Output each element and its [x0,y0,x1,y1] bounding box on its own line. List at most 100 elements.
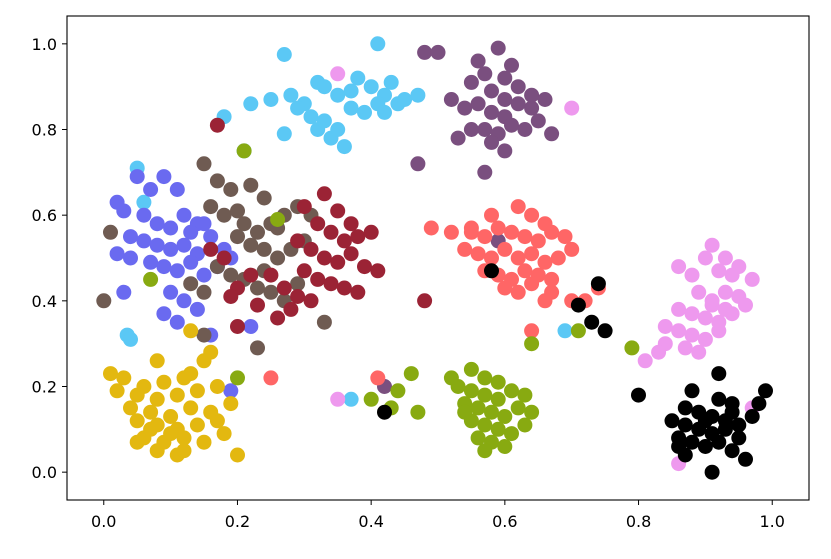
scatter-point [143,182,159,197]
scatter-point [357,104,372,120]
scatter-point [330,66,346,82]
scatter-point [263,92,279,107]
scatter-point [751,396,767,412]
scatter-point [176,430,192,446]
scatter-point [524,276,540,292]
scatter-point [176,293,192,309]
scatter-point [677,340,693,356]
scatter-point [477,164,493,180]
scatter-point [176,370,192,386]
scatter-point [263,370,279,386]
scatter-point [564,100,580,116]
x-axis: 0.0 0.2 0.4 0.6 0.8 1.0 [91,500,785,531]
scatter-point [524,246,540,262]
scatter-point [149,391,165,407]
scatter-point [490,391,506,407]
scatter-point [490,374,506,390]
scatter-point [149,237,165,253]
scatter-point [343,391,359,407]
scatter-point [363,79,379,95]
scatter-point [397,92,413,107]
scatter-point [704,464,720,480]
scatter-point [136,233,152,249]
scatter-point [717,301,733,317]
scatter-point [510,250,526,266]
scatter-point [463,220,479,236]
scatter-point [697,439,713,454]
x-tick-label: 0.6 [492,512,517,531]
scatter-point [704,297,720,313]
scatter-point [223,267,239,283]
scatter-point [664,413,680,429]
scatter-point [517,417,533,433]
scatter-point [250,280,265,296]
scatter-point [316,79,332,95]
scatter-point [189,417,205,433]
points-layer [96,36,773,480]
scatter-point [377,404,392,420]
scatter-point [310,271,326,287]
scatter-point [443,92,459,107]
scatter-point [316,314,332,330]
scatter-point [504,117,519,133]
scatter-point [524,404,540,420]
scatter-point [484,263,499,279]
scatter-point [550,250,566,266]
scatter-point [443,370,459,386]
scatter-point [477,417,493,433]
scatter-point [209,379,225,394]
scatter-point [343,216,359,232]
scatter-point [250,297,265,313]
scatter-point [570,297,586,313]
scatter-point [671,323,687,339]
scatter-point [183,254,199,270]
scatter-point [230,229,245,245]
scatter-point [183,400,199,416]
scatter-point [410,156,426,172]
scatter-point [711,263,727,279]
scatter-point [296,199,312,215]
scatter-point [123,229,138,245]
scatter-point [557,229,573,245]
scatter-point [310,216,326,232]
scatter-point [223,289,239,304]
scatter-point [484,83,499,99]
scatter-point [350,284,366,300]
scatter-point [484,404,499,420]
scatter-point [343,246,359,262]
scatter-point [223,182,239,197]
scatter-point [497,92,513,107]
scatter-point [283,87,299,103]
scatter-point [677,400,693,416]
scatter-point [276,126,292,142]
scatter-point [183,323,199,339]
scatter-point [149,443,165,459]
scatter-point [738,451,753,467]
scatter-point [470,400,486,416]
scatter-point [711,391,727,407]
scatter-point [216,250,232,266]
scatter-point [517,263,533,279]
x-tick-label: 0.4 [358,512,383,531]
scatter-point [336,139,352,155]
scatter-point [470,96,486,112]
scatter-point [711,366,727,382]
scatter-point [684,434,700,450]
scatter-point [156,306,172,322]
scatter-point [738,297,753,313]
scatter-point [544,224,560,240]
scatter-point [183,224,199,240]
scatter-point [510,96,526,112]
scatter-point [490,421,506,437]
scatter-point [169,182,185,197]
scatter-point [484,207,499,223]
scatter-point [176,237,192,253]
scatter-point [704,237,720,253]
y-tick-label: 0.2 [32,377,57,396]
scatter-point [463,361,479,377]
scatter-point [504,383,519,399]
scatter-point [517,122,533,137]
scatter-point [216,426,232,442]
scatter-point [343,83,359,99]
